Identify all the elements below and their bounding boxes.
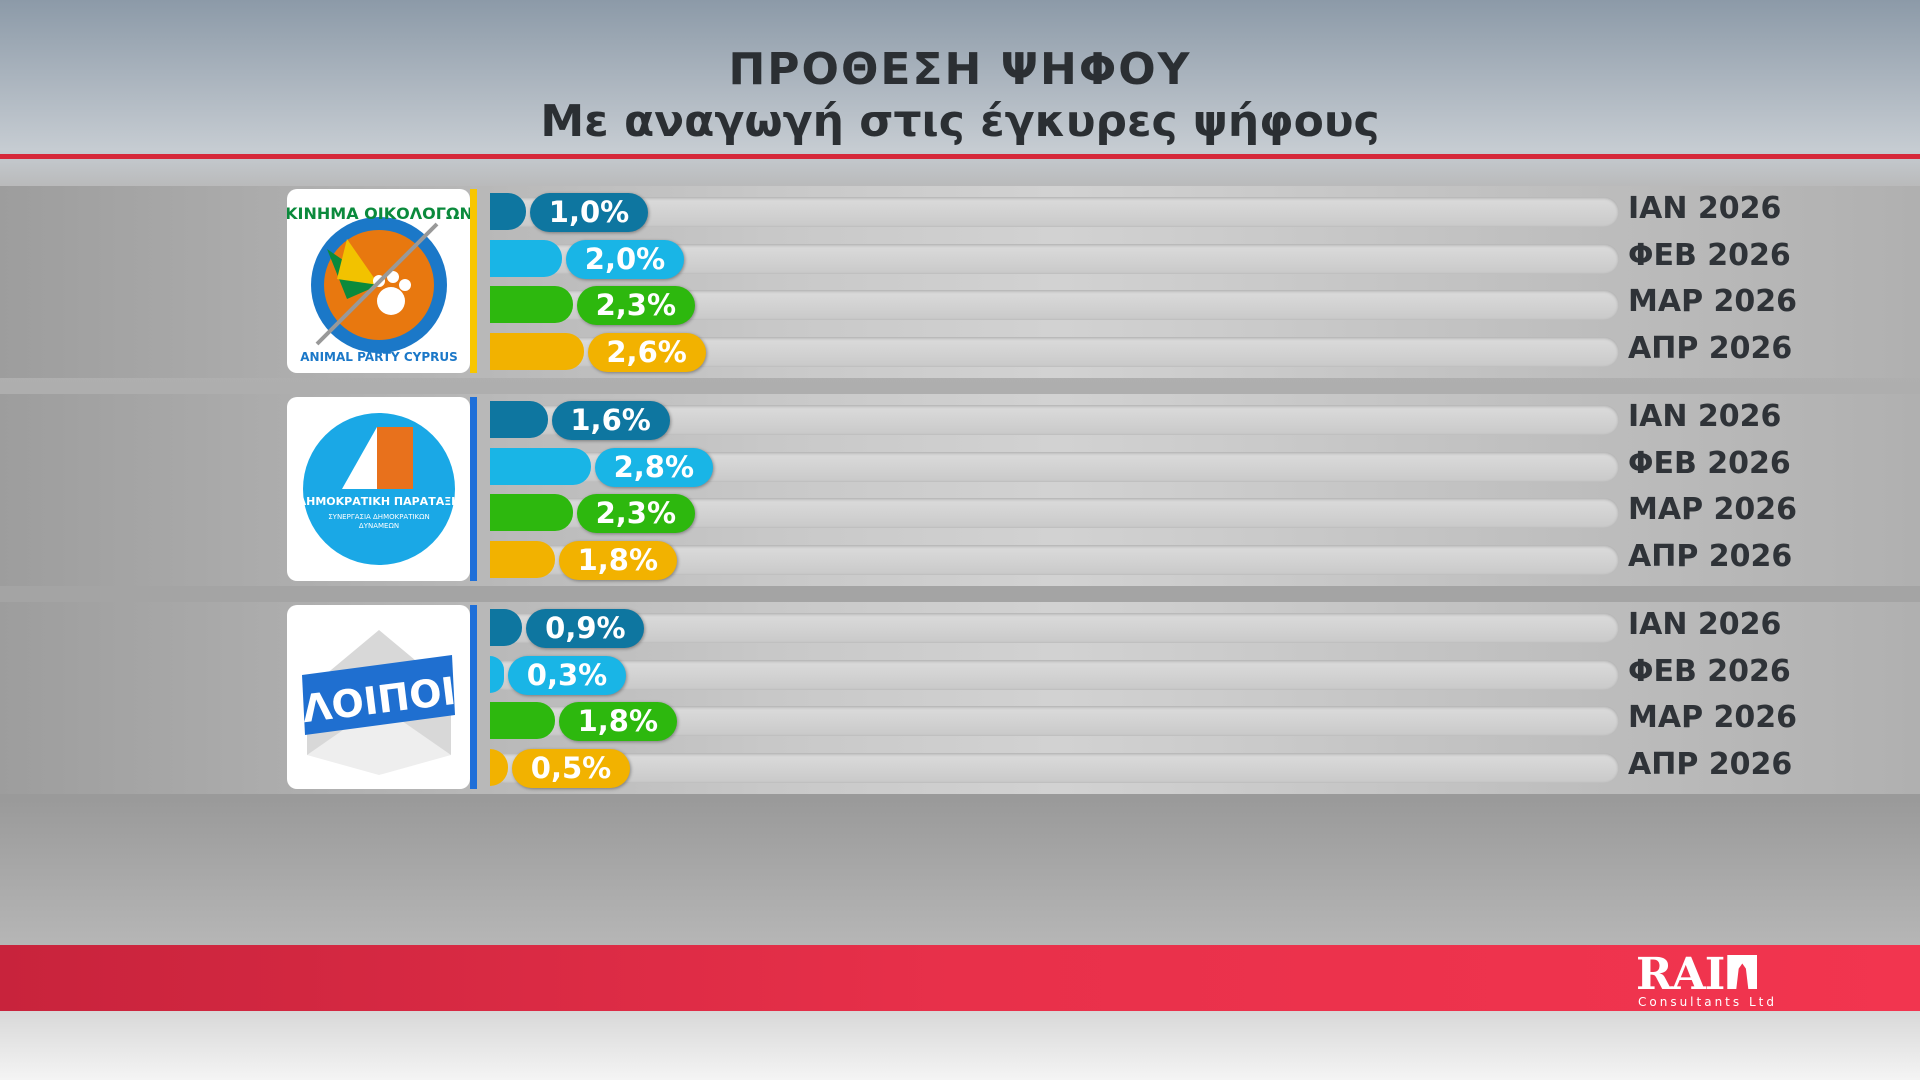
bar-row: 2,3% ΜΑΡ 2026 <box>490 284 1797 325</box>
bar <box>490 401 548 438</box>
bar-row: 0,9% ΙΑΝ 2026 <box>490 607 1781 648</box>
svg-text:ΔΥΝΑΜΕΩΝ: ΔΥΝΑΜΕΩΝ <box>359 522 399 530</box>
series-label: ΦΕΒ 2026 <box>1628 445 1791 481</box>
brand-subtitle: Consultants Ltd <box>1638 995 1777 1009</box>
bottom-band <box>0 1011 1920 1080</box>
data-label: 0,5% <box>512 748 630 788</box>
bar <box>490 655 504 693</box>
party-logo-dimokratiki-parataxi: ΔΗΜΟΚΡΑΤΙΚΗ ΠΑΡΑΤΑΞΗ ΣΥΝΕΡΓΑΣΙΑ ΔΗΜΟΚΡΑΤΙ… <box>287 397 470 581</box>
party-logo-loipoi: ΛΟΙΠΟΙ <box>287 605 470 789</box>
series-label: ΦΕΒ 2026 <box>1628 653 1791 689</box>
party-group-dimokratiki-parataxi: ΔΗΜΟΚΡΑΤΙΚΗ ΠΑΡΑΤΑΞΗ ΣΥΝΕΡΓΑΣΙΑ ΔΗΜΟΚΡΑΤΙ… <box>0 394 1920 586</box>
data-label: 1,6% <box>551 401 670 440</box>
bar <box>490 447 591 485</box>
bar-track <box>490 659 1619 690</box>
series-label: ΑΠΡ 2026 <box>1628 330 1793 366</box>
bar-track <box>490 706 1619 736</box>
brand-logo: RAI <box>1636 953 1758 997</box>
bar-track <box>490 197 1619 227</box>
data-label: 0,9% <box>526 609 645 648</box>
bar-track <box>490 613 1619 643</box>
data-label: 2,6% <box>587 332 706 372</box>
party-logo-animal-party: ΚΙΝΗΜΑ ΟΙΚΟΛΟΓΩΝ ANIMAL PARTY CYPRUS <box>287 189 470 373</box>
data-label: 2,8% <box>594 447 713 487</box>
bar-track <box>490 544 1619 575</box>
data-label: 2,3% <box>576 494 695 533</box>
svg-text:ANIMAL PARTY CYPRUS: ANIMAL PARTY CYPRUS <box>300 350 458 364</box>
bar <box>490 286 573 323</box>
party-group-loipoi: ΛΟΙΠΟΙ 0,9% ΙΑΝ 2026 0,3% ΦΕΒ 2026 1,8% … <box>0 602 1920 794</box>
series-label: ΜΑΡ 2026 <box>1628 284 1797 319</box>
data-label: 1,8% <box>558 540 677 580</box>
bar-row: 0,5% ΑΠΡ 2026 <box>490 747 1792 788</box>
series-label: ΙΑΝ 2026 <box>1628 607 1782 642</box>
bar <box>490 702 555 739</box>
bar-row: 1,8% ΑΠΡ 2026 <box>490 539 1792 580</box>
bar-row: 2,3% ΜΑΡ 2026 <box>490 492 1797 533</box>
series-label: ΜΑΡ 2026 <box>1628 700 1797 735</box>
header-divider <box>0 154 1920 159</box>
bar-track <box>490 405 1619 435</box>
series-label: ΙΑΝ 2026 <box>1628 399 1782 434</box>
bar <box>490 332 584 370</box>
bar-row: 1,8% ΜΑΡ 2026 <box>490 700 1797 741</box>
data-label: 2,0% <box>566 239 684 279</box>
series-label: ΑΠΡ 2026 <box>1628 538 1793 574</box>
svg-text:ΚΙΝΗΜΑ ΟΙΚΟΛΟΓΩΝ: ΚΙΝΗΜΑ ΟΙΚΟΛΟΓΩΝ <box>287 204 470 223</box>
bar-row: 1,0% ΙΑΝ 2026 <box>490 191 1781 232</box>
bar-row: 0,3% ΦΕΒ 2026 <box>490 654 1791 695</box>
bar-row: 2,0% ΦΕΒ 2026 <box>490 238 1791 279</box>
data-label: 1,8% <box>558 702 677 741</box>
series-label: ΦΕΒ 2026 <box>1628 237 1791 273</box>
series-label: ΑΠΡ 2026 <box>1628 746 1793 782</box>
bar-row: 2,8% ΦΕΒ 2026 <box>490 446 1791 487</box>
party-stripe <box>470 397 477 581</box>
bar-row: 2,6% ΑΠΡ 2026 <box>490 331 1792 372</box>
data-label: 2,3% <box>576 286 695 325</box>
bar <box>490 748 508 786</box>
page-subtitle: Με αναγωγή στις έγκυρες ψήφους <box>540 96 1380 147</box>
party-group-animal-party: ΚΙΝΗΜΑ ΟΙΚΟΛΟΓΩΝ ANIMAL PARTY CYPRUS 1,0%… <box>0 186 1920 378</box>
bar <box>490 540 555 578</box>
page-title: ΠΡΟΘΕΣΗ ΨΗΦΟΥ <box>728 44 1192 95</box>
footer-bar <box>0 945 1920 1011</box>
bar <box>490 193 526 230</box>
bar-track <box>490 752 1619 783</box>
bar <box>490 239 562 277</box>
party-stripe <box>470 605 477 789</box>
svg-text:ΔΗΜΟΚΡΑΤΙΚΗ ΠΑΡΑΤΑΞΗ: ΔΗΜΟΚΡΑΤΙΚΗ ΠΑΡΑΤΑΞΗ <box>298 495 461 508</box>
bar <box>490 609 523 646</box>
bar-row: 1,6% ΙΑΝ 2026 <box>490 399 1781 440</box>
series-label: ΙΑΝ 2026 <box>1628 191 1782 226</box>
bar <box>490 494 573 531</box>
party-stripe <box>470 189 477 373</box>
data-label: 0,3% <box>508 655 626 695</box>
series-label: ΜΑΡ 2026 <box>1628 492 1797 527</box>
data-label: 1,0% <box>530 193 648 232</box>
svg-text:ΣΥΝΕΡΓΑΣΙΑ ΔΗΜΟΚΡΑΤΙΚΩΝ: ΣΥΝΕΡΓΑΣΙΑ ΔΗΜΟΚΡΑΤΙΚΩΝ <box>328 513 430 521</box>
